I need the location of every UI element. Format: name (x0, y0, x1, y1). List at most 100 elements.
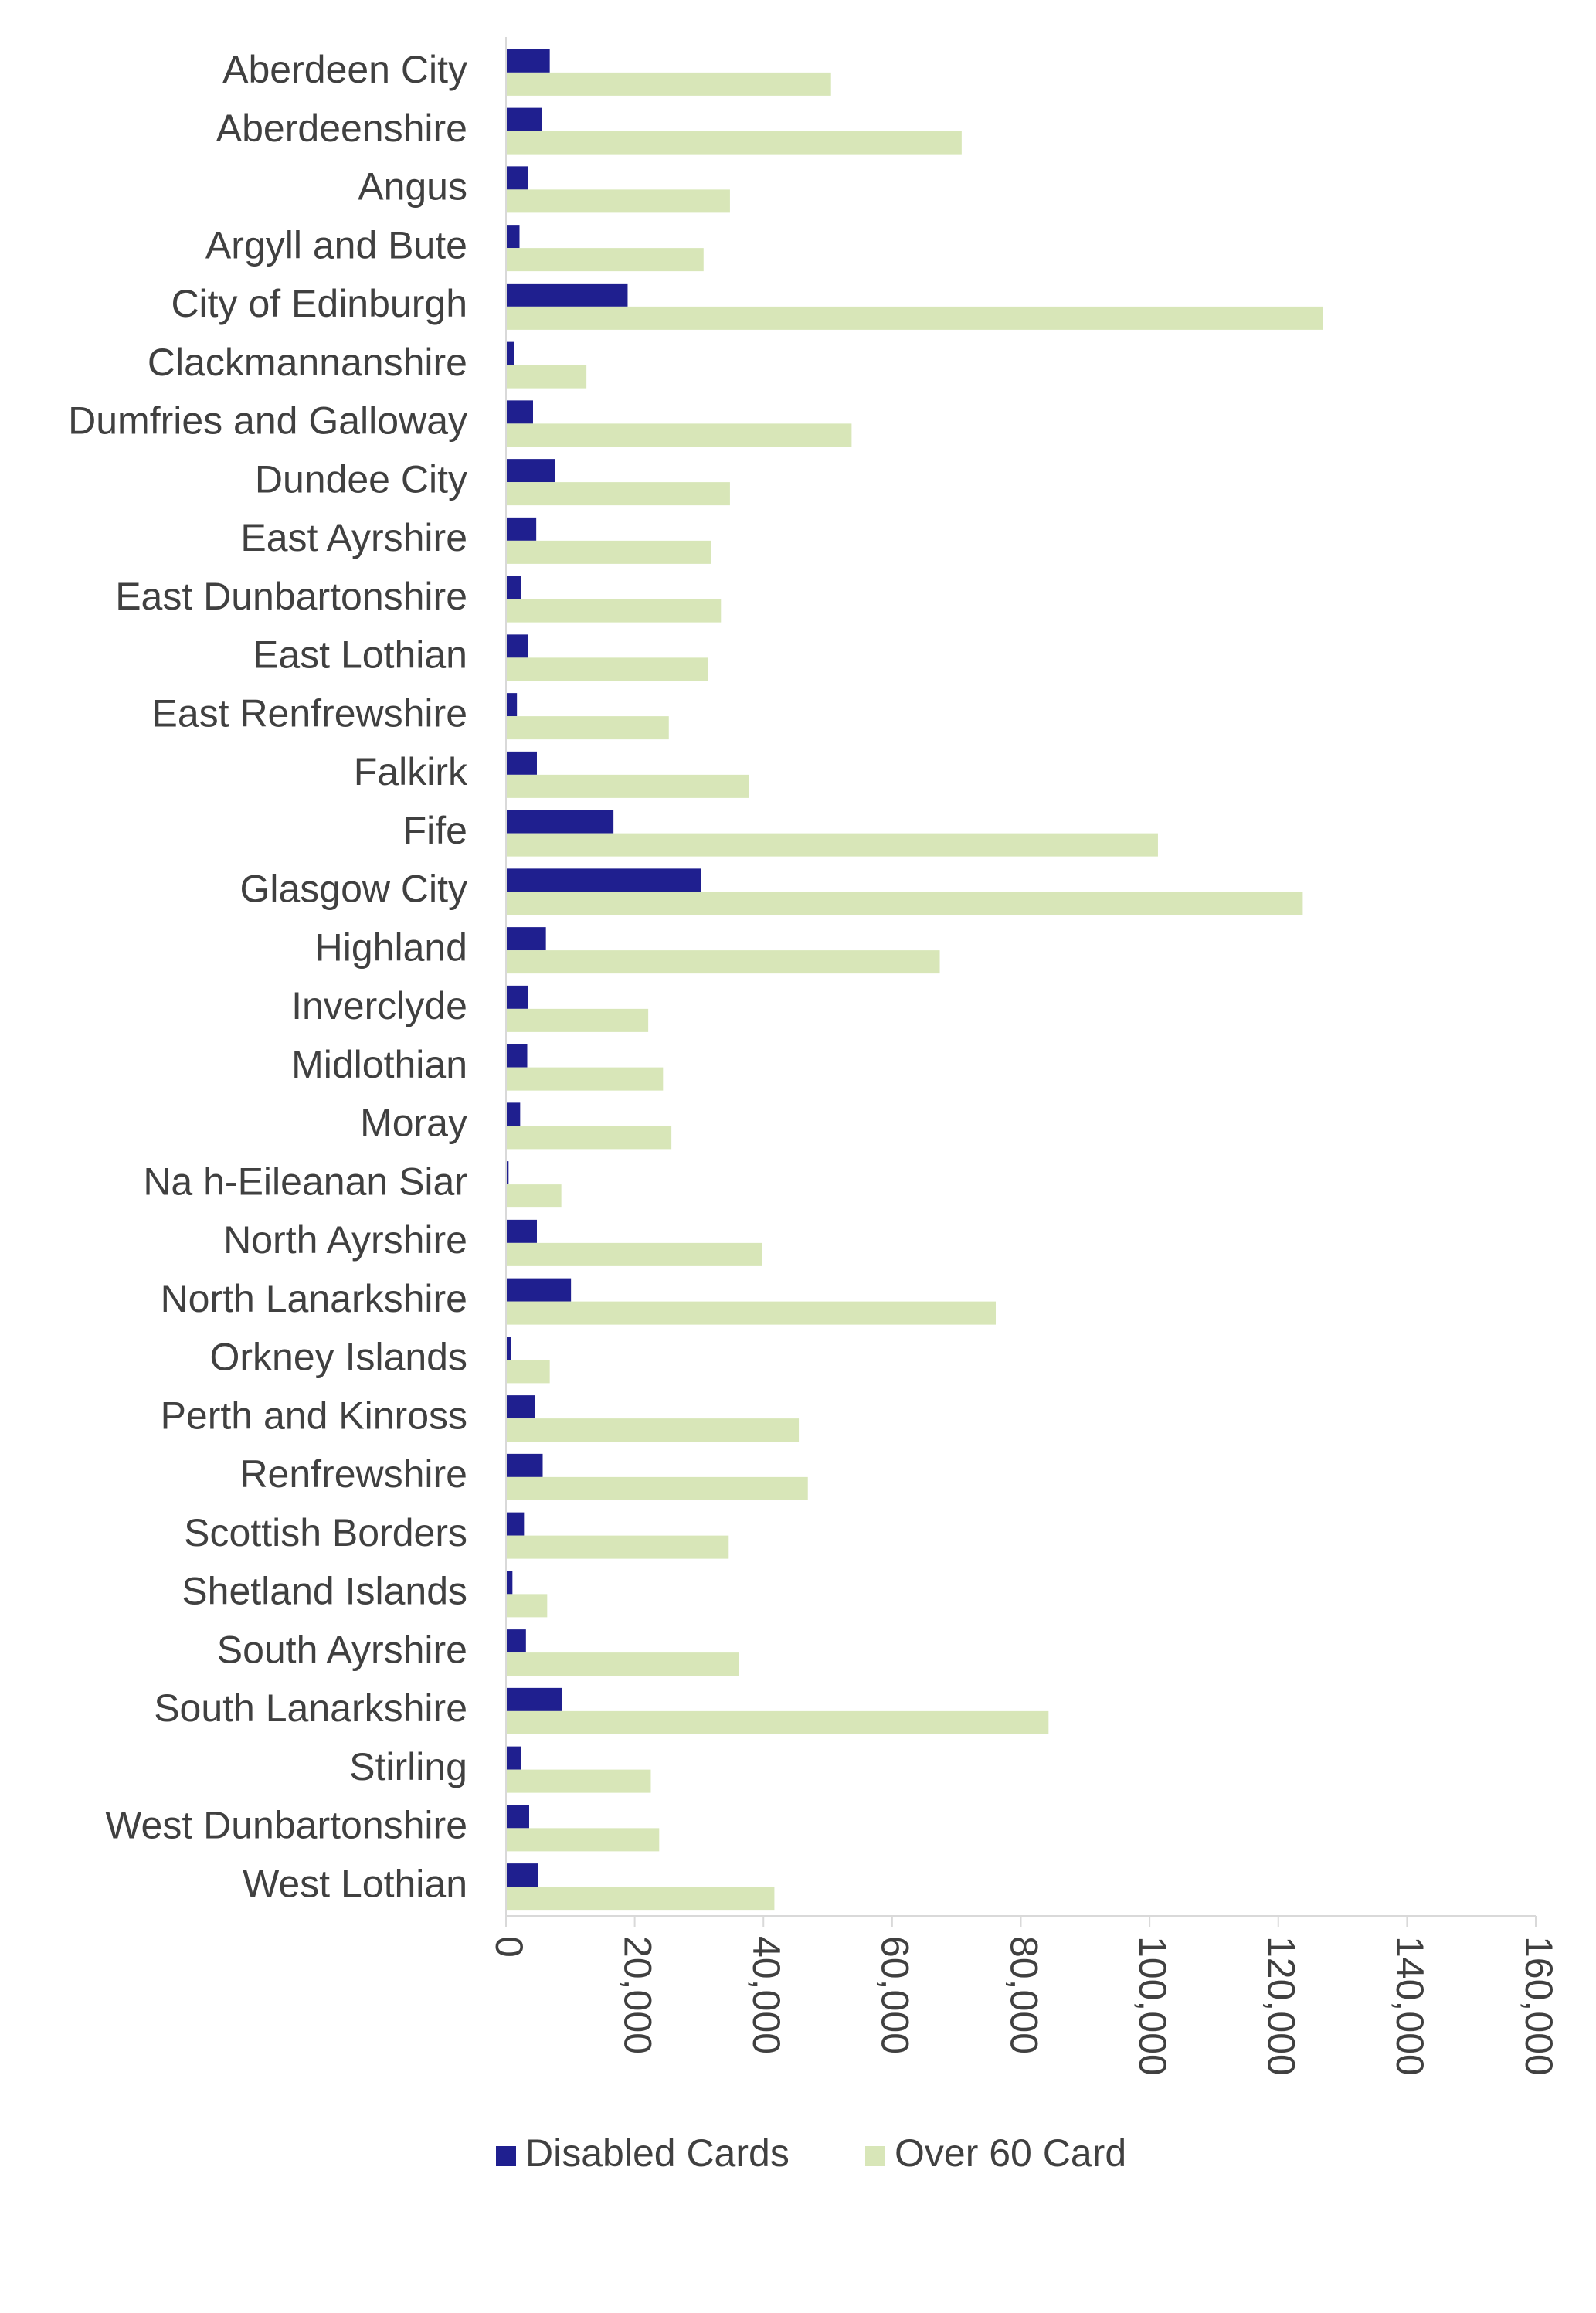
bar-disabled-cards (506, 341, 514, 365)
legend-label-over-60-card: Over 60 Card (895, 2131, 1126, 2175)
bar-disabled-cards (506, 927, 546, 951)
bar-over-60-card (506, 1828, 660, 1852)
category-labels: Aberdeen City Aberdeenshire Angus Argyll an… (68, 48, 468, 1905)
category-label: North Lanarkshire (161, 1277, 467, 1320)
category-label: Glasgow City (239, 868, 467, 911)
bar-over-60-card (506, 423, 852, 447)
bar-over-60-card (506, 189, 730, 213)
bar-over-60-card (506, 1652, 739, 1676)
category-label: Scottish Borders (184, 1511, 467, 1554)
bar-disabled-cards (506, 1512, 525, 1536)
bar-disabled-cards (506, 1629, 526, 1653)
bar-disabled-cards (506, 283, 628, 307)
bar-disabled-cards (506, 693, 518, 717)
bar-over-60-card (506, 1887, 775, 1911)
bars-layer (506, 49, 1323, 1911)
bar-disabled-cards (506, 107, 542, 131)
bar-over-60-card (506, 1418, 800, 1442)
bar-over-60-card (506, 1242, 762, 1266)
legend-swatch-disabled-cards (496, 2146, 516, 2166)
bar-over-60-card (506, 365, 587, 389)
bar-over-60-card (506, 72, 831, 96)
bar-disabled-cards (506, 1453, 543, 1477)
bar-disabled-cards (506, 634, 528, 658)
bar-disabled-cards (506, 1863, 538, 1887)
x-axis: 0 20,000 40,000 60,000 80,000 100,000 120,000 1… (487, 37, 1560, 2076)
category-label: Perth and Kinross (161, 1394, 467, 1437)
bar-over-60-card (506, 1769, 651, 1793)
bar-over-60-card (506, 1535, 729, 1559)
category-label: Na h-Eileanan Siar (143, 1160, 467, 1203)
bar-over-60-card (506, 892, 1303, 915)
category-label: Aberdeenshire (216, 107, 467, 150)
x-tick-label: 160,000 (1517, 1936, 1560, 2076)
legend-label-disabled-cards: Disabled Cards (525, 2131, 790, 2175)
bar-disabled-cards (506, 1746, 521, 1770)
bar-over-60-card (506, 540, 711, 564)
category-label: East Dunbartonshire (115, 575, 467, 618)
x-tick-label: 20,000 (616, 1936, 659, 2054)
category-label: Shetland Islands (182, 1570, 467, 1613)
bar-over-60-card (506, 1008, 649, 1032)
bar-disabled-cards (506, 868, 701, 892)
bar-over-60-card (506, 1710, 1049, 1734)
bar-over-60-card (506, 1184, 562, 1208)
bar-disabled-cards (506, 1395, 535, 1419)
legend-swatch-over-60-card (865, 2146, 885, 2166)
category-label: Dumfries and Galloway (68, 399, 467, 443)
bar-disabled-cards (506, 517, 537, 541)
x-tick-label: 80,000 (1002, 1936, 1045, 2054)
bar-disabled-cards (506, 1571, 513, 1595)
bar-disabled-cards (506, 225, 520, 249)
category-label: East Renfrewshire (152, 691, 468, 735)
category-label: City of Edinburgh (171, 282, 467, 325)
bar-over-60-card (506, 599, 722, 623)
bar-over-60-card (506, 1594, 548, 1618)
bar-disabled-cards (506, 1805, 529, 1829)
bar-disabled-cards (506, 810, 614, 834)
x-tick-label: 40,000 (745, 1936, 788, 2054)
bar-disabled-cards (506, 1161, 509, 1185)
bar-over-60-card (506, 1476, 808, 1500)
x-tick-label: 100,000 (1131, 1936, 1174, 2076)
bar-over-60-card (506, 657, 708, 681)
category-label: Moray (360, 1102, 467, 1145)
bar-disabled-cards (506, 1044, 528, 1068)
category-label: Angus (358, 165, 467, 209)
bar-over-60-card (506, 1360, 550, 1384)
bar-over-60-card (506, 482, 730, 506)
x-tick-label: 140,000 (1388, 1936, 1431, 2076)
category-label: West Dunbartonshire (105, 1804, 467, 1847)
bar-over-60-card (506, 1067, 664, 1091)
category-label: Inverclyde (291, 984, 467, 1027)
bar-over-60-card (506, 774, 749, 798)
bar-disabled-cards (506, 459, 555, 483)
category-label: Stirling (349, 1745, 467, 1788)
bar-disabled-cards (506, 985, 528, 1009)
bar-disabled-cards (506, 1337, 511, 1360)
bar-disabled-cards (506, 576, 521, 599)
bar-over-60-card (506, 306, 1323, 330)
bar-over-60-card (506, 833, 1158, 857)
bar-over-60-card (506, 1301, 997, 1325)
category-label: Dundee City (255, 457, 467, 501)
category-label: Highland (315, 926, 467, 969)
category-label: Aberdeen City (222, 48, 467, 91)
bar-over-60-card (506, 716, 669, 740)
legend: Disabled Cards Over 60 Card (496, 2131, 1126, 2175)
bar-over-60-card (506, 1126, 672, 1150)
category-label: North Ayrshire (223, 1218, 467, 1262)
bar-disabled-cards (506, 49, 550, 73)
bar-disabled-cards (506, 1219, 537, 1243)
bar-disabled-cards (506, 1102, 521, 1126)
category-label: Midlothian (291, 1043, 467, 1086)
bar-disabled-cards (506, 1687, 562, 1711)
category-label: Argyll and Bute (205, 223, 467, 267)
category-label: South Lanarkshire (154, 1686, 467, 1730)
x-tick-label: 0 (487, 1936, 531, 1958)
category-label: Clackmannanshire (148, 341, 467, 384)
bar-disabled-cards (506, 400, 533, 424)
category-label: South Ayrshire (217, 1628, 467, 1671)
category-label: Fife (403, 809, 467, 852)
